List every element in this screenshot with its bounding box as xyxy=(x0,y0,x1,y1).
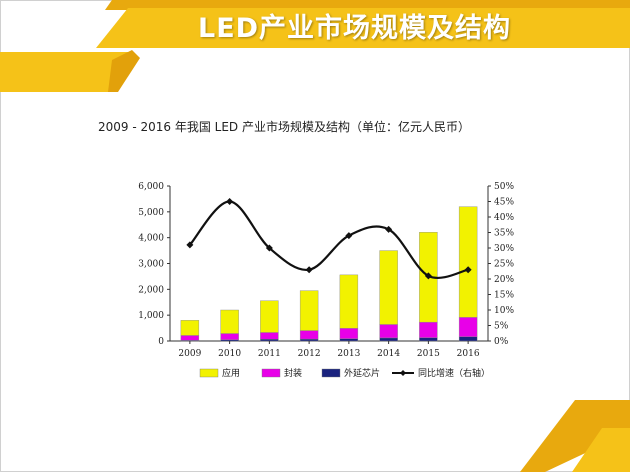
legend-label: 应用 xyxy=(222,367,240,379)
bar-segment xyxy=(299,330,319,340)
bar-segment xyxy=(339,338,359,342)
legend-swatch xyxy=(261,368,281,378)
bar-segment xyxy=(458,317,478,337)
x-tick-label: 2012 xyxy=(298,349,321,359)
bar-segment xyxy=(299,290,319,331)
bar-segment xyxy=(419,321,438,338)
bar-segment xyxy=(379,324,398,339)
growth-rate-point xyxy=(424,272,432,280)
bar-segment xyxy=(339,328,359,339)
y-left-tick-label: 0 xyxy=(158,337,164,347)
legend-label: 同比增速（右轴） xyxy=(418,367,490,379)
slide-title: LED产业市场规模及结构 xyxy=(198,13,512,44)
banner-top-strip xyxy=(105,0,630,10)
x-tick-label: 2009 xyxy=(178,349,201,359)
legend-label: 封装 xyxy=(284,367,302,379)
bar-segment xyxy=(260,338,279,342)
bar-segment xyxy=(379,337,398,342)
y-left-tick-label: 4,000 xyxy=(138,234,164,244)
chart-title: 2009 - 2016 年我国 LED 产业市场规模及结构（单位：亿元人民币） xyxy=(98,120,470,134)
y-right-tick-label: 25% xyxy=(494,260,514,270)
banner-left-chip xyxy=(0,52,130,92)
x-tick-label: 2016 xyxy=(457,349,480,359)
corner-stripe-back xyxy=(520,400,630,472)
x-tick-label: 2014 xyxy=(377,349,400,359)
corner-stripe-front xyxy=(572,428,630,472)
growth-rate-point xyxy=(186,241,194,249)
bar-segment xyxy=(419,337,438,342)
x-tick-label: 2011 xyxy=(258,349,281,359)
bar-segment xyxy=(220,333,239,340)
y-left-tick-label: 2,000 xyxy=(138,285,164,295)
y-right-tick-label: 45% xyxy=(494,198,514,208)
growth-rate-point xyxy=(385,225,393,233)
bar-segment xyxy=(299,338,319,342)
bar-segment xyxy=(180,335,200,341)
y-right-tick-label: 35% xyxy=(494,229,514,239)
y-right-tick-label: 30% xyxy=(494,244,514,254)
legend-label: 外延芯片 xyxy=(344,367,380,379)
legend-swatch xyxy=(199,368,219,378)
y-right-tick-label: 20% xyxy=(494,275,514,285)
bar-segment xyxy=(458,206,478,318)
banner-main xyxy=(96,8,630,48)
x-tick-label: 2013 xyxy=(337,349,360,359)
y-right-tick-label: 5% xyxy=(494,322,509,332)
banner-left-chip-shadow xyxy=(108,50,140,92)
legend-swatch-marker xyxy=(400,370,406,376)
x-tick-label: 2015 xyxy=(417,349,440,359)
growth-rate-point xyxy=(464,266,472,274)
y-left-tick-label: 1,000 xyxy=(138,311,164,321)
y-right-tick-label: 15% xyxy=(494,291,514,301)
bar-segment xyxy=(458,336,478,342)
x-tick-label: 2010 xyxy=(218,349,241,359)
bar-segment xyxy=(379,250,398,325)
bar-segment xyxy=(260,300,279,333)
y-right-tick-label: 10% xyxy=(494,306,514,316)
bar-segment xyxy=(180,320,200,336)
bar-segment xyxy=(220,309,239,334)
y-left-tick-label: 3,000 xyxy=(138,260,164,270)
y-left-tick-label: 5,000 xyxy=(138,208,164,218)
legend-swatch xyxy=(321,368,341,378)
y-right-tick-label: 40% xyxy=(494,213,514,223)
growth-rate-point xyxy=(265,244,273,252)
y-right-tick-label: 50% xyxy=(494,182,514,192)
growth-rate-point xyxy=(226,198,234,205)
growth-rate-point xyxy=(345,232,353,240)
y-right-tick-label: 0% xyxy=(494,337,509,347)
growth-rate-point xyxy=(305,266,313,274)
bar-segment xyxy=(339,274,359,329)
y-left-tick-label: 6,000 xyxy=(138,182,164,192)
bar-segment xyxy=(260,332,279,340)
